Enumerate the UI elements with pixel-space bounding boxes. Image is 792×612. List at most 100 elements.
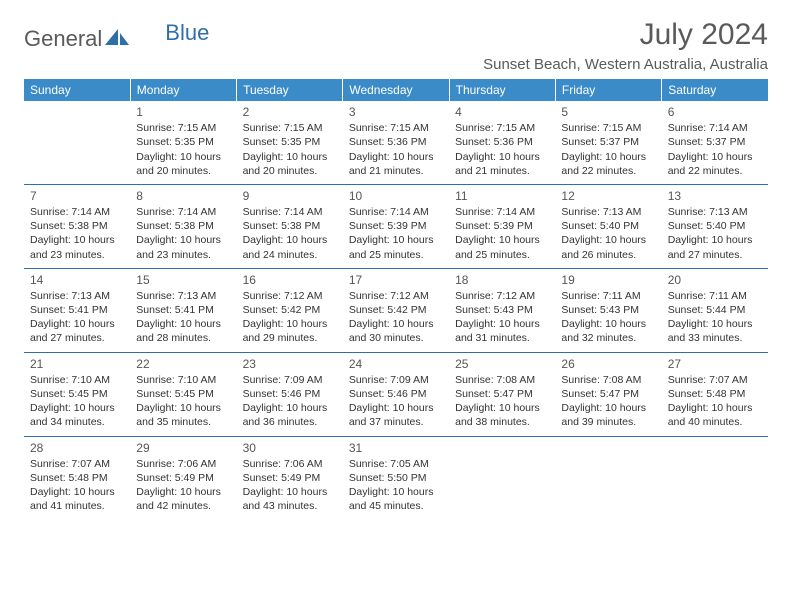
sunrise-text: Sunrise: 7:14 AM	[243, 205, 337, 219]
daylight-text: and 42 minutes.	[136, 499, 230, 513]
sunrise-text: Sunrise: 7:11 AM	[561, 289, 655, 303]
sunrise-text: Sunrise: 7:14 AM	[30, 205, 124, 219]
sunrise-text: Sunrise: 7:10 AM	[30, 373, 124, 387]
sunrise-text: Sunrise: 7:15 AM	[243, 121, 337, 135]
daylight-text: and 38 minutes.	[455, 415, 549, 429]
day-number: 13	[668, 188, 762, 204]
calendar-day-cell: 15Sunrise: 7:13 AMSunset: 5:41 PMDayligh…	[130, 268, 236, 352]
sunrise-text: Sunrise: 7:06 AM	[136, 457, 230, 471]
calendar-day-cell: 20Sunrise: 7:11 AMSunset: 5:44 PMDayligh…	[662, 268, 768, 352]
calendar-day-cell	[662, 436, 768, 519]
daylight-text: and 23 minutes.	[136, 248, 230, 262]
sunrise-text: Sunrise: 7:09 AM	[243, 373, 337, 387]
daylight-text: Daylight: 10 hours	[668, 317, 762, 331]
daylight-text: and 31 minutes.	[455, 331, 549, 345]
sunrise-text: Sunrise: 7:13 AM	[30, 289, 124, 303]
calendar-table: Sunday Monday Tuesday Wednesday Thursday…	[24, 79, 768, 519]
sunset-text: Sunset: 5:45 PM	[30, 387, 124, 401]
day-number: 10	[349, 188, 443, 204]
daylight-text: Daylight: 10 hours	[668, 401, 762, 415]
calendar-day-cell: 4Sunrise: 7:15 AMSunset: 5:36 PMDaylight…	[449, 101, 555, 184]
day-number: 31	[349, 440, 443, 456]
daylight-text: Daylight: 10 hours	[455, 401, 549, 415]
calendar-day-cell	[24, 101, 130, 184]
calendar-day-cell: 27Sunrise: 7:07 AMSunset: 5:48 PMDayligh…	[662, 352, 768, 436]
daylight-text: and 45 minutes.	[349, 499, 443, 513]
daylight-text: and 37 minutes.	[349, 415, 443, 429]
calendar-day-cell: 16Sunrise: 7:12 AMSunset: 5:42 PMDayligh…	[237, 268, 343, 352]
daylight-text: Daylight: 10 hours	[349, 485, 443, 499]
day-number: 26	[561, 356, 655, 372]
sunset-text: Sunset: 5:38 PM	[30, 219, 124, 233]
calendar-week-row: 14Sunrise: 7:13 AMSunset: 5:41 PMDayligh…	[24, 268, 768, 352]
sunset-text: Sunset: 5:39 PM	[455, 219, 549, 233]
sunrise-text: Sunrise: 7:15 AM	[136, 121, 230, 135]
day-number: 11	[455, 188, 549, 204]
sunset-text: Sunset: 5:37 PM	[561, 135, 655, 149]
day-header-wed: Wednesday	[343, 79, 449, 101]
daylight-text: and 40 minutes.	[668, 415, 762, 429]
sunrise-text: Sunrise: 7:10 AM	[136, 373, 230, 387]
sunset-text: Sunset: 5:39 PM	[349, 219, 443, 233]
daylight-text: Daylight: 10 hours	[349, 150, 443, 164]
daylight-text: Daylight: 10 hours	[668, 150, 762, 164]
day-number: 19	[561, 272, 655, 288]
calendar-day-cell: 24Sunrise: 7:09 AMSunset: 5:46 PMDayligh…	[343, 352, 449, 436]
calendar-day-cell	[555, 436, 661, 519]
daylight-text: Daylight: 10 hours	[243, 401, 337, 415]
title-block: July 2024 Sunset Beach, Western Australi…	[483, 18, 768, 73]
calendar-day-cell	[449, 436, 555, 519]
logo-word-general: General	[24, 26, 102, 52]
calendar-day-cell: 1Sunrise: 7:15 AMSunset: 5:35 PMDaylight…	[130, 101, 236, 184]
daylight-text: and 34 minutes.	[30, 415, 124, 429]
calendar-day-cell: 22Sunrise: 7:10 AMSunset: 5:45 PMDayligh…	[130, 352, 236, 436]
sunrise-text: Sunrise: 7:08 AM	[561, 373, 655, 387]
daylight-text: and 27 minutes.	[668, 248, 762, 262]
calendar-day-cell: 18Sunrise: 7:12 AMSunset: 5:43 PMDayligh…	[449, 268, 555, 352]
day-number: 18	[455, 272, 549, 288]
sunset-text: Sunset: 5:35 PM	[243, 135, 337, 149]
day-number: 21	[30, 356, 124, 372]
calendar-day-cell: 14Sunrise: 7:13 AMSunset: 5:41 PMDayligh…	[24, 268, 130, 352]
daylight-text: and 21 minutes.	[349, 164, 443, 178]
sunrise-text: Sunrise: 7:09 AM	[349, 373, 443, 387]
sunset-text: Sunset: 5:38 PM	[243, 219, 337, 233]
day-number: 9	[243, 188, 337, 204]
day-number: 24	[349, 356, 443, 372]
calendar-day-cell: 6Sunrise: 7:14 AMSunset: 5:37 PMDaylight…	[662, 101, 768, 184]
sunrise-text: Sunrise: 7:07 AM	[668, 373, 762, 387]
sunset-text: Sunset: 5:48 PM	[668, 387, 762, 401]
daylight-text: Daylight: 10 hours	[455, 150, 549, 164]
daylight-text: and 25 minutes.	[455, 248, 549, 262]
daylight-text: and 24 minutes.	[243, 248, 337, 262]
sunset-text: Sunset: 5:46 PM	[349, 387, 443, 401]
calendar-week-row: 21Sunrise: 7:10 AMSunset: 5:45 PMDayligh…	[24, 352, 768, 436]
day-number: 3	[349, 104, 443, 120]
sunset-text: Sunset: 5:36 PM	[455, 135, 549, 149]
calendar-week-row: 1Sunrise: 7:15 AMSunset: 5:35 PMDaylight…	[24, 101, 768, 184]
daylight-text: Daylight: 10 hours	[243, 485, 337, 499]
day-number: 7	[30, 188, 124, 204]
day-number: 25	[455, 356, 549, 372]
day-number: 4	[455, 104, 549, 120]
calendar-day-cell: 7Sunrise: 7:14 AMSunset: 5:38 PMDaylight…	[24, 184, 130, 268]
daylight-text: Daylight: 10 hours	[349, 233, 443, 247]
daylight-text: Daylight: 10 hours	[455, 317, 549, 331]
day-number: 6	[668, 104, 762, 120]
daylight-text: and 22 minutes.	[668, 164, 762, 178]
sunrise-text: Sunrise: 7:12 AM	[349, 289, 443, 303]
calendar-day-cell: 23Sunrise: 7:09 AMSunset: 5:46 PMDayligh…	[237, 352, 343, 436]
sunrise-text: Sunrise: 7:07 AM	[30, 457, 124, 471]
daylight-text: Daylight: 10 hours	[30, 401, 124, 415]
calendar-week-row: 28Sunrise: 7:07 AMSunset: 5:48 PMDayligh…	[24, 436, 768, 519]
daylight-text: Daylight: 10 hours	[561, 401, 655, 415]
sunrise-text: Sunrise: 7:06 AM	[243, 457, 337, 471]
sunset-text: Sunset: 5:47 PM	[561, 387, 655, 401]
daylight-text: Daylight: 10 hours	[136, 485, 230, 499]
calendar-page: General Blue July 2024 Sunset Beach, Wes…	[0, 0, 792, 537]
sunset-text: Sunset: 5:35 PM	[136, 135, 230, 149]
month-title: July 2024	[483, 18, 768, 52]
sunrise-text: Sunrise: 7:13 AM	[668, 205, 762, 219]
day-number: 1	[136, 104, 230, 120]
day-number: 20	[668, 272, 762, 288]
